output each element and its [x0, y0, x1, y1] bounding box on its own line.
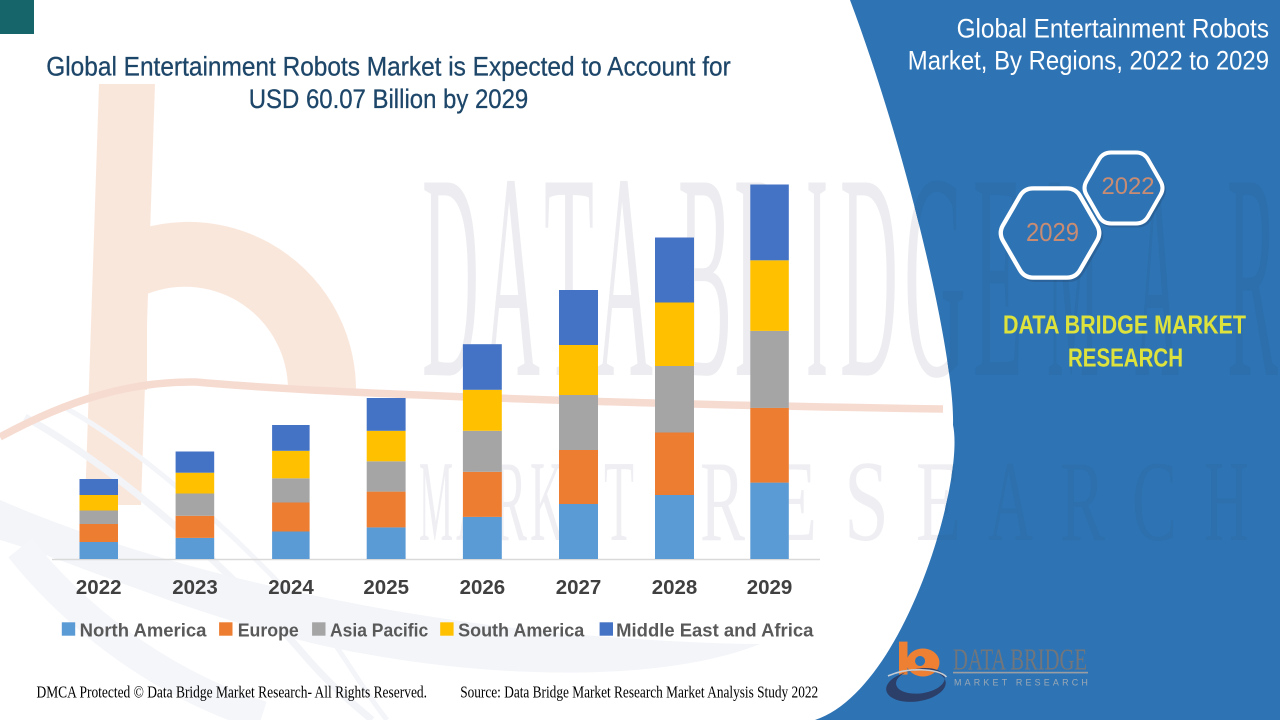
svg-text:2022: 2022: [1102, 173, 1155, 200]
svg-text:K: K: [530, 438, 564, 566]
svg-text:RESEARCH: RESEARCH: [1068, 343, 1183, 373]
svg-text:R: R: [1060, 438, 1105, 566]
svg-text:Asia Pacific: Asia Pacific: [330, 620, 428, 640]
svg-text:DATA BRIDGE MARKET: DATA BRIDGE MARKET: [1003, 310, 1246, 340]
svg-text:R: R: [700, 438, 745, 566]
svg-text:2024: 2024: [268, 576, 314, 599]
svg-text:C: C: [1132, 438, 1177, 566]
svg-text:A: A: [596, 113, 653, 439]
svg-text:2029: 2029: [1026, 217, 1079, 247]
svg-text:2029: 2029: [747, 576, 793, 599]
svg-text:Global Entertainment Robots: Global Entertainment Robots: [957, 13, 1269, 43]
svg-text:North America: North America: [80, 620, 208, 640]
svg-text:Market, By Regions, 2022 to 20: Market, By Regions, 2022 to 2029: [908, 45, 1269, 75]
svg-text:2026: 2026: [460, 576, 506, 599]
svg-text:DATA BRIDGE: DATA BRIDGE: [953, 642, 1087, 677]
svg-text:A: A: [988, 438, 1033, 566]
svg-text:Europe: Europe: [238, 620, 299, 640]
svg-text:USD 60.07 Billion by 2029: USD 60.07 Billion by 2029: [249, 84, 529, 114]
svg-text:D: D: [840, 113, 898, 439]
svg-text:DMCA Protected © Data Bridge M: DMCA Protected © Data Bridge Market Rese…: [37, 683, 428, 702]
svg-text:H: H: [1204, 438, 1249, 566]
svg-text:S: S: [844, 438, 889, 566]
svg-text:2022: 2022: [76, 576, 122, 599]
svg-text:MARKET RESEARCH: MARKET RESEARCH: [954, 678, 1091, 688]
svg-text:Middle East and Africa: Middle East and Africa: [616, 620, 814, 640]
svg-text:2027: 2027: [556, 576, 602, 599]
svg-text:I: I: [806, 113, 828, 439]
svg-text:2028: 2028: [652, 576, 698, 599]
svg-text:R: R: [1227, 113, 1278, 439]
svg-text:M: M: [419, 438, 453, 566]
svg-text:Global Entertainment Robots Ma: Global Entertainment Robots Market is Ex…: [46, 52, 731, 82]
svg-text:E: E: [973, 113, 1023, 439]
svg-text:Source: Data Bridge Market Res: Source: Data Bridge Market Research Mark…: [460, 683, 818, 702]
svg-text:2023: 2023: [172, 576, 218, 599]
svg-text:2025: 2025: [363, 576, 409, 599]
svg-text:South America: South America: [458, 620, 585, 640]
svg-text:T: T: [604, 438, 634, 566]
